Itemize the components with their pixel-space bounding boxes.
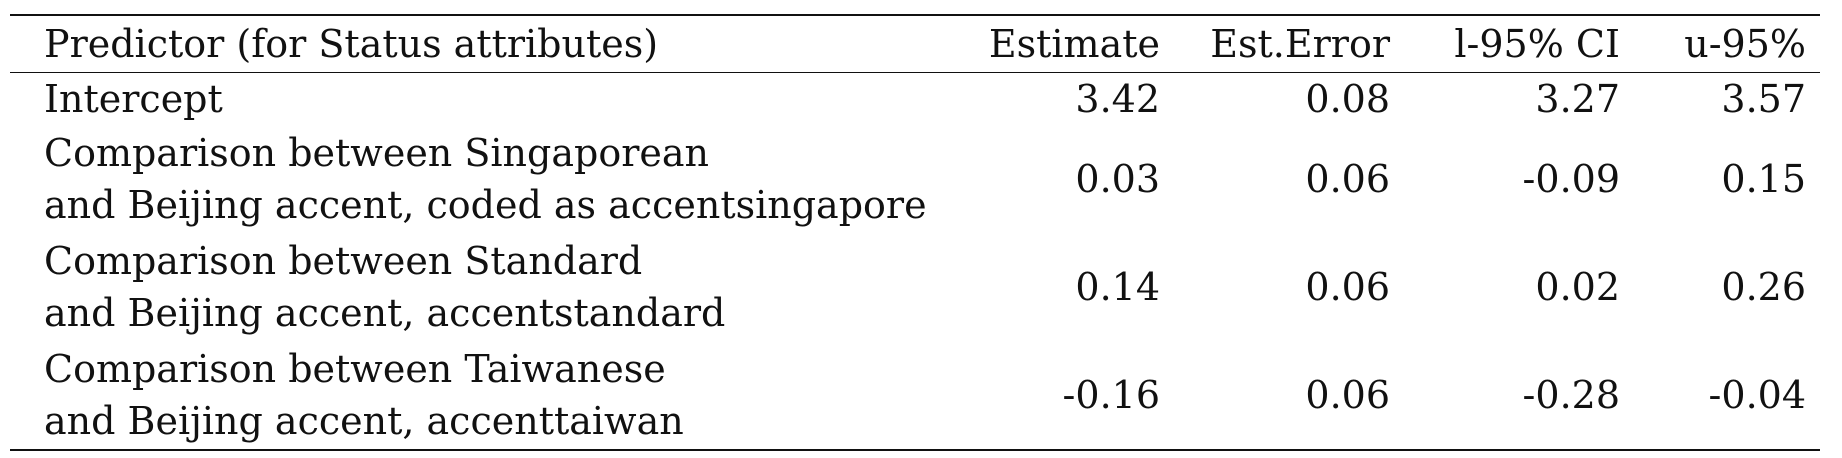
header-upper-ci: u-95% [1684,22,1806,66]
predictor-label-line2: and Beijing accent, coded as accentsinga… [44,183,927,227]
header-est-error: Est.Error [1210,22,1390,66]
estimate-cell: 0.03 [1075,157,1160,201]
regression-table-container: Predictor (for Status attributes) Estima… [10,14,1820,451]
est-error-cell: 0.06 [1305,265,1390,309]
predictor-label-line2: and Beijing accent, accenttaiwan [44,399,684,443]
lower-ci-cell: 0.02 [1535,265,1620,309]
regression-table: Predictor (for Status attributes) Estima… [10,14,1820,451]
predictor-label-line1: Comparison between Standard [44,239,643,283]
predictor-cell: Intercept [10,73,980,126]
header-predictor: Predictor (for Status attributes) [44,22,659,66]
predictor-cell: Comparison between Singaporean and Beiji… [10,125,980,233]
table-row: Comparison between Singaporean and Beiji… [10,125,1820,233]
header-estimate: Estimate [988,22,1160,66]
table-header: Predictor (for Status attributes) Estima… [10,15,1820,73]
predictor-label-line1: Comparison between Taiwanese [44,347,666,391]
header-row: Predictor (for Status attributes) Estima… [10,15,1820,73]
lower-ci-cell: 3.27 [1535,77,1620,121]
table-row: Intercept 3.42 0.08 3.27 3.57 [10,73,1820,126]
predictor-label-line1: Comparison between Singaporean [44,131,709,175]
predictor-label-line2: and Beijing accent, accentstandard [44,291,726,335]
estimate-cell: -0.16 [1062,373,1160,417]
upper-ci-cell: 3.57 [1721,77,1806,121]
upper-ci-cell: 0.26 [1721,265,1806,309]
lower-ci-cell: -0.09 [1522,157,1620,201]
est-error-cell: 0.06 [1305,373,1390,417]
predictor-cell: Comparison between Taiwanese and Beijing… [10,341,980,450]
est-error-cell: 0.08 [1305,77,1390,121]
est-error-cell: 0.06 [1305,157,1390,201]
lower-ci-cell: -0.28 [1522,373,1620,417]
table-row: Comparison between Taiwanese and Beijing… [10,341,1820,450]
header-lower-ci: l-95% CI [1454,22,1620,66]
estimate-cell: 0.14 [1075,265,1160,309]
table-body: Intercept 3.42 0.08 3.27 3.57 Comparison… [10,73,1820,450]
table-row: Comparison between Standard and Beijing … [10,233,1820,341]
predictor-cell: Comparison between Standard and Beijing … [10,233,980,341]
estimate-cell: 3.42 [1075,77,1160,121]
upper-ci-cell: -0.04 [1708,373,1806,417]
predictor-label: Intercept [44,77,223,121]
upper-ci-cell: 0.15 [1721,157,1806,201]
